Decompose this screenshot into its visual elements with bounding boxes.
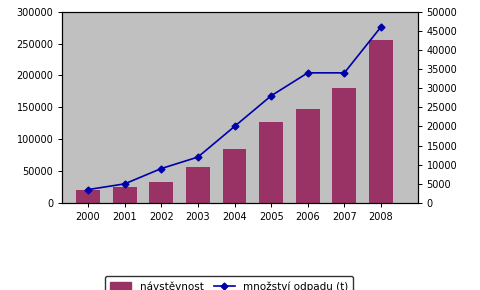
Bar	[333, 88, 356, 203]
Bar	[113, 187, 136, 203]
Bar	[369, 40, 393, 203]
Bar	[186, 167, 210, 203]
Legend: návstěvnost, množství odpadu (t): návstěvnost, množství odpadu (t)	[105, 276, 353, 290]
Bar	[149, 182, 173, 203]
Bar	[296, 109, 320, 203]
Bar	[76, 190, 100, 203]
Bar	[259, 122, 283, 203]
Bar	[223, 149, 246, 203]
